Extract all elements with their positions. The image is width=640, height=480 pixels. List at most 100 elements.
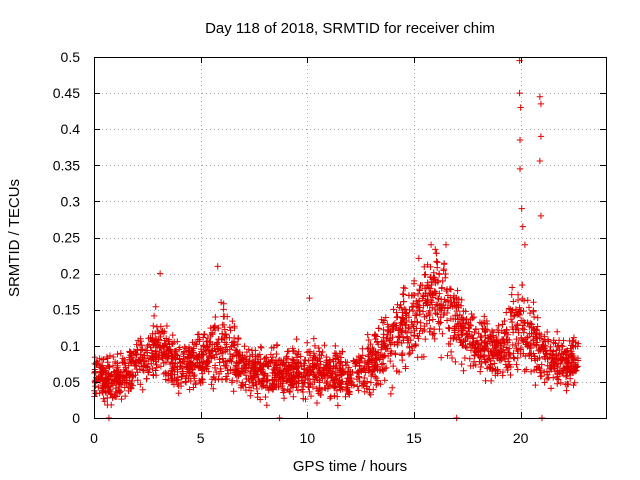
data-point	[399, 321, 406, 328]
data-point	[215, 375, 222, 383]
data-point	[526, 309, 534, 317]
data-point	[423, 312, 430, 320]
data-point	[466, 341, 473, 348]
data-point	[493, 337, 500, 345]
data-point	[367, 391, 374, 398]
data-point	[519, 325, 526, 332]
data-point	[306, 294, 313, 302]
data-point	[120, 359, 128, 367]
data-point	[431, 335, 438, 343]
data-point	[123, 380, 131, 387]
data-point	[169, 360, 176, 367]
data-point	[536, 93, 544, 100]
data-point	[424, 298, 431, 306]
data-point	[440, 267, 447, 274]
data-point	[472, 325, 480, 333]
data-point	[239, 382, 247, 390]
data-point	[236, 369, 244, 377]
data-point	[150, 341, 157, 348]
data-point	[398, 319, 405, 327]
data-point	[158, 328, 166, 335]
data-point	[528, 330, 535, 337]
data-point	[443, 317, 451, 324]
data-point	[326, 394, 334, 402]
data-point	[538, 372, 545, 380]
data-point	[487, 357, 494, 365]
data-point	[224, 346, 231, 353]
data-point	[317, 361, 324, 368]
data-point	[507, 371, 514, 379]
data-point	[226, 323, 234, 331]
data-point	[514, 354, 521, 362]
data-point	[316, 385, 323, 392]
data-point	[232, 371, 239, 378]
data-point	[482, 377, 489, 384]
data-point	[524, 343, 531, 350]
data-point	[224, 367, 231, 374]
data-point	[421, 322, 428, 330]
data-point	[504, 366, 511, 374]
data-point	[345, 364, 353, 371]
data-point	[415, 335, 422, 342]
x-tick-label: 5	[197, 430, 205, 446]
data-point	[98, 356, 106, 363]
data-point	[487, 377, 495, 385]
data-point	[478, 320, 485, 327]
data-point	[481, 319, 488, 327]
y-tick-label: 0.15	[53, 302, 80, 318]
data-point	[192, 381, 199, 388]
data-point	[401, 305, 408, 313]
data-point	[223, 375, 231, 383]
data-point	[121, 368, 129, 375]
data-point	[111, 378, 118, 385]
data-point	[424, 292, 431, 300]
data-point	[132, 371, 139, 379]
data-point	[514, 320, 521, 328]
data-point	[263, 402, 271, 409]
data-point	[371, 362, 379, 370]
data-point	[541, 379, 548, 386]
data-point	[199, 379, 206, 386]
data-point	[506, 351, 513, 359]
data-points	[91, 57, 582, 422]
data-point	[245, 384, 253, 391]
data-point	[499, 336, 507, 344]
data-point	[477, 368, 484, 375]
data-point	[516, 165, 524, 173]
data-point	[379, 319, 387, 326]
data-point	[374, 338, 381, 345]
data-point	[388, 339, 396, 346]
data-point	[310, 372, 318, 379]
data-point	[172, 351, 179, 358]
data-point	[175, 346, 183, 353]
data-point	[360, 382, 367, 389]
data-point	[399, 327, 406, 334]
data-point	[426, 328, 433, 336]
data-point	[358, 366, 366, 373]
data-point	[500, 336, 507, 343]
data-point	[431, 274, 438, 281]
data-point	[564, 366, 571, 374]
data-point	[537, 212, 545, 220]
data-point	[405, 325, 413, 332]
data-point	[284, 376, 291, 384]
data-point	[168, 349, 175, 356]
data-point	[211, 364, 219, 372]
data-point	[419, 308, 427, 315]
data-point	[427, 325, 434, 332]
data-point	[311, 361, 318, 369]
data-point	[507, 316, 515, 323]
data-point	[415, 297, 423, 304]
data-point	[503, 309, 510, 316]
data-point	[455, 304, 462, 311]
data-point	[291, 375, 299, 382]
y-tick-labels: 0 0.05 0.1 0.15 0.2 0.25 0.3 0.35 0.4 0.45 0.5	[53, 49, 80, 426]
data-point	[413, 325, 420, 332]
data-point	[440, 260, 448, 267]
data-point	[177, 362, 184, 370]
data-point	[334, 393, 341, 400]
data-point	[374, 349, 382, 356]
data-point	[321, 371, 328, 379]
data-point	[131, 362, 139, 370]
data-point	[561, 365, 568, 372]
